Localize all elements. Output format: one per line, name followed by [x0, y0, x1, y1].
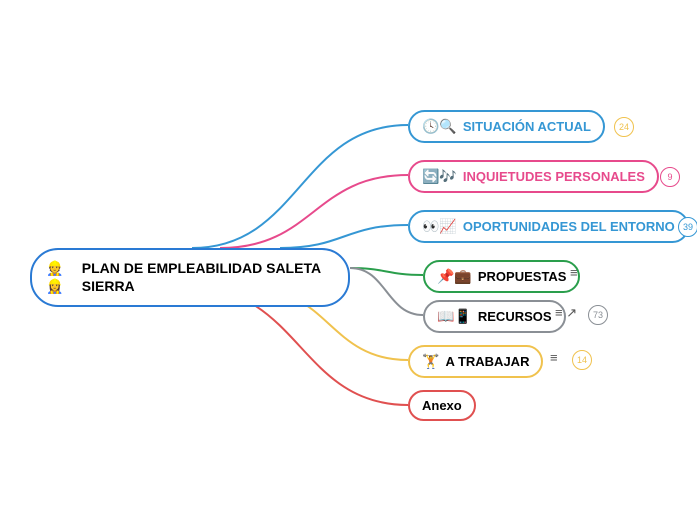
inquietudes-label: INQUIETUDES PERSONALES — [463, 169, 645, 184]
oportunidades-badge: 39 — [678, 217, 697, 237]
situacion-icons: 🕓🔍 — [422, 118, 457, 135]
node-recursos[interactable]: 📖📱 RECURSOS — [423, 300, 566, 333]
root-node[interactable]: 👷👷‍♀️ PLAN DE EMPLEABILIDAD SALETA SIERR… — [30, 248, 350, 307]
node-anexo[interactable]: Anexo — [408, 390, 476, 421]
propuestas-label: PROPUESTAS — [478, 269, 567, 284]
root-label: PLAN DE EMPLEABILIDAD SALETA SIERRA — [82, 260, 334, 295]
propuestas-marker: ≡ — [570, 265, 578, 280]
situacion-badge: 24 — [614, 117, 634, 137]
node-oportunidades[interactable]: 👀📈 OPORTUNIDADES DEL ENTORNO — [408, 210, 689, 243]
anexo-label: Anexo — [422, 398, 462, 413]
situacion-label: SITUACIÓN ACTUAL — [463, 119, 591, 134]
oportunidades-icons: 👀📈 — [422, 218, 457, 235]
recursos-marker: ≡ ↗ — [555, 305, 577, 321]
recursos-badge: 73 — [588, 305, 608, 325]
recursos-icons: 📖📱 — [437, 308, 472, 325]
trabajar-badge: 14 — [572, 350, 592, 370]
propuestas-icons: 📌💼 — [437, 268, 472, 285]
oportunidades-label: OPORTUNIDADES DEL ENTORNO — [463, 219, 675, 234]
node-situacion[interactable]: 🕓🔍 SITUACIÓN ACTUAL — [408, 110, 605, 143]
trabajar-label: A TRABAJAR — [445, 354, 529, 369]
node-inquietudes[interactable]: 🔄🎶 INQUIETUDES PERSONALES — [408, 160, 659, 193]
node-propuestas[interactable]: 📌💼 PROPUESTAS — [423, 260, 580, 293]
trabajar-icons: 🏋️ — [422, 353, 439, 370]
inquietudes-badge: 9 — [660, 167, 680, 187]
node-trabajar[interactable]: 🏋️ A TRABAJAR — [408, 345, 543, 378]
recursos-label: RECURSOS — [478, 309, 552, 324]
trabajar-marker: ≡ — [550, 350, 558, 365]
root-icons: 👷👷‍♀️ — [46, 260, 76, 295]
inquietudes-icons: 🔄🎶 — [422, 168, 457, 185]
